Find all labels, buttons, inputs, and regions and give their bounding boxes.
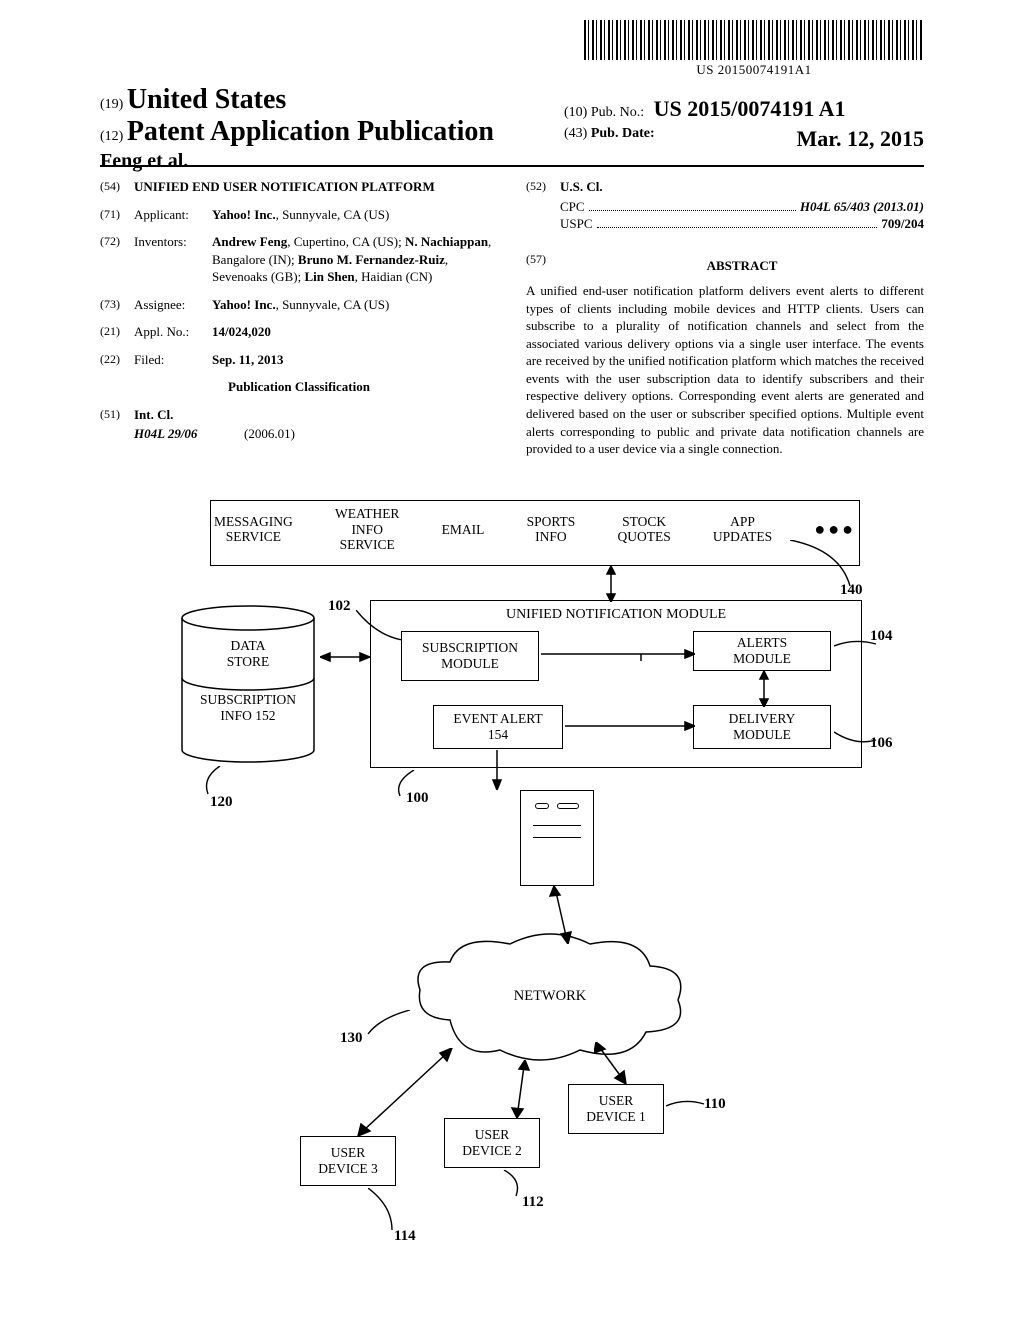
barcode-number: US 20150074191A1: [584, 62, 924, 78]
svc-sports: SPORTS INFO: [527, 514, 576, 545]
applicant-name: Yahoo! Inc.: [212, 207, 276, 222]
title-field: (54) UNIFIED END USER NOTIFICATION PLATF…: [100, 178, 498, 196]
intcl-field: (51) Int. Cl.: [100, 406, 498, 424]
pub-no-label: Pub. No.:: [591, 105, 644, 120]
svc-more-icon: ●●●: [814, 519, 856, 540]
appl-no-field: (21) Appl. No.: 14/024,020: [100, 323, 498, 341]
document-header: (19) United States (12) Patent Applicati…: [100, 84, 924, 173]
svc-email: EMAIL: [442, 522, 485, 538]
delivery-module: DELIVERY MODULE: [693, 705, 831, 749]
data-store-label: DATA STORE: [178, 638, 318, 670]
pub-no-line: (10) Pub. No.: US 2015/0074191 A1: [564, 96, 924, 122]
svc-app: APP UPDATES: [713, 514, 772, 545]
ref-140: 140: [840, 582, 863, 599]
left-column: (54) UNIFIED END USER NOTIFICATION PLATF…: [100, 178, 498, 458]
pub-type-line: (12) Patent Application Publication: [100, 116, 494, 148]
arrow-event-down: [490, 750, 504, 790]
arrow-sub-alerts: [541, 647, 695, 661]
pub-class-heading: Publication Classification: [100, 378, 498, 396]
ref-130: 130: [340, 1030, 363, 1047]
barcode-block: US 20150074191A1: [584, 20, 924, 78]
services-labels: MESSAGING SERVICE WEATHER INFO SERVICE E…: [214, 506, 856, 553]
user-device-2: USER DEVICE 2: [444, 1118, 540, 1168]
country-name: United States: [127, 84, 286, 115]
user-device-1: USER DEVICE 1: [568, 1084, 664, 1134]
user-device-3: USER DEVICE 3: [300, 1136, 396, 1186]
svc-weather: WEATHER INFO SERVICE: [335, 506, 400, 553]
cpc-line: CPC H04L 65/403 (2013.01): [560, 198, 924, 216]
arrow-cloud-dev2: [510, 1060, 530, 1118]
assignee-name: Yahoo! Inc.: [212, 297, 276, 312]
callout-106: [834, 728, 878, 748]
abstract-text: A unified end-user notification platform…: [526, 282, 924, 457]
applicant-field: (71) Applicant: Yahoo! Inc., Sunnyvale, …: [100, 206, 498, 224]
ref-120: 120: [210, 794, 233, 811]
event-alert-box: EVENT ALERT 154: [433, 705, 563, 749]
authors-line: Feng et al.: [100, 150, 494, 173]
filed-value: Sep. 11, 2013: [212, 351, 498, 369]
inventors-list: Andrew Feng, Cupertino, CA (US); N. Nach…: [212, 233, 498, 286]
callout-114: [368, 1188, 404, 1232]
callout-120: [200, 766, 236, 796]
bibliographic-section: (54) UNIFIED END USER NOTIFICATION PLATF…: [100, 178, 924, 458]
country-code: (19): [100, 97, 123, 112]
callout-130: [366, 1010, 416, 1038]
pub-date-code: (43): [564, 126, 587, 141]
arrow-alerts-delivery: [757, 671, 771, 707]
callout-102: [356, 610, 406, 646]
ref-110: 110: [704, 1096, 726, 1113]
patent-figure: MESSAGING SERVICE WEATHER INFO SERVICE E…: [170, 500, 860, 1260]
unm-title: UNIFIED NOTIFICATION MODULE: [371, 607, 861, 623]
barcode-graphic: [584, 20, 924, 60]
header-divider: [100, 165, 924, 167]
data-store: DATA STORE SUBSCRIPTION INFO 152: [178, 604, 318, 764]
subscription-info-label: SUBSCRIPTION INFO 152: [178, 692, 318, 724]
arrow-ds-sub: [320, 650, 370, 664]
abstract-heading: ABSTRACT: [560, 257, 924, 275]
arrow-cloud-dev1: [594, 1042, 634, 1086]
pub-date-line: (43) Pub. Date: Mar. 12, 2015: [564, 126, 924, 152]
arrow-cloud-dev3: [354, 1048, 454, 1138]
applicant-loc: , Sunnyvale, CA (US): [276, 207, 390, 222]
pub-date-label: Pub. Date:: [591, 126, 655, 141]
pub-no-code: (10): [564, 105, 587, 120]
assignee-field: (73) Assignee: Yahoo! Inc., Sunnyvale, C…: [100, 296, 498, 314]
arrow-event-delivery: [565, 719, 695, 733]
intcl-date: (2006.01): [244, 425, 295, 443]
pub-date-value: Mar. 12, 2015: [796, 126, 924, 152]
inventors-field: (72) Inventors: Andrew Feng, Cupertino, …: [100, 233, 498, 286]
arrow-svc-unm: [604, 566, 618, 602]
pub-no-value: US 2015/0074191 A1: [654, 96, 846, 121]
right-column: (52) U.S. Cl. CPC H04L 65/403 (2013.01) …: [526, 178, 924, 458]
callout-112: [500, 1170, 530, 1198]
subscription-module: SUBSCRIPTION MODULE: [401, 631, 539, 681]
alerts-module: ALERTS MODULE: [693, 631, 831, 671]
country-line: (19) United States: [100, 84, 494, 116]
ref-102: 102: [328, 598, 351, 615]
appl-no-value: 14/024,020: [212, 323, 498, 341]
svc-stock: STOCK QUOTES: [617, 514, 670, 545]
uscl-field: (52) U.S. Cl.: [526, 178, 924, 196]
filed-field: (22) Filed: Sep. 11, 2013: [100, 351, 498, 369]
callout-110: [666, 1100, 706, 1114]
callout-100: [390, 770, 430, 798]
intcl-symbol: H04L 29/06: [134, 425, 244, 443]
svc-messaging: MESSAGING SERVICE: [214, 514, 293, 545]
network-label: NETWORK: [410, 988, 690, 1005]
invention-title: UNIFIED END USER NOTIFICATION PLATFORM: [134, 178, 498, 196]
pub-type-code: (12): [100, 129, 123, 144]
pub-type: Patent Application Publication: [127, 116, 494, 147]
uspc-line: USPC 709/204: [560, 215, 924, 233]
callout-104: [834, 640, 878, 654]
server-icon: [520, 790, 594, 886]
unified-notification-module: UNIFIED NOTIFICATION MODULE SUBSCRIPTION…: [370, 600, 862, 768]
